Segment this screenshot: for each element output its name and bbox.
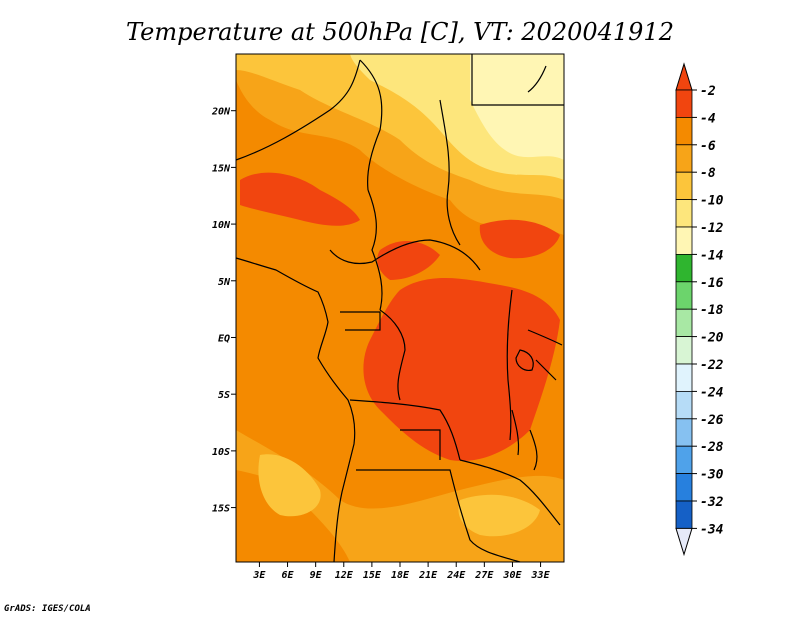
colorbar-swatch bbox=[675, 390, 693, 420]
lake-outline bbox=[511, 409, 520, 456]
y-tick-label: 15N bbox=[212, 163, 231, 174]
y-axis: 20N 15N 10N 5N EQ 5S 10S 15S bbox=[211, 107, 236, 515]
colorbar-swatch bbox=[675, 500, 693, 529]
colorbar-label: -16 bbox=[700, 276, 724, 291]
colorbar-swatch bbox=[675, 473, 693, 502]
colorbar-label: -8 bbox=[700, 166, 716, 181]
colorbar-bottom-arrow bbox=[675, 527, 693, 557]
country-border bbox=[459, 459, 561, 526]
y-tick-label: 15S bbox=[212, 504, 230, 515]
x-tick-label: 21E bbox=[418, 570, 438, 581]
country-border bbox=[471, 54, 564, 106]
chart-title: Temperature at 500hPa [C], VT: 202004191… bbox=[126, 18, 674, 46]
region-fill bbox=[458, 494, 540, 537]
colorbar-swatch bbox=[675, 226, 693, 255]
country-border bbox=[379, 309, 406, 401]
y-tick-label: EQ bbox=[218, 333, 230, 344]
region-fill bbox=[479, 219, 560, 259]
y-tick-label: 10N bbox=[212, 220, 231, 231]
colorbar-top-arrow bbox=[675, 62, 693, 91]
country-border bbox=[527, 329, 563, 381]
colorbar-label: -2 bbox=[700, 84, 716, 99]
x-tick-label: 12E bbox=[335, 570, 354, 581]
colorbar-label: -4 bbox=[700, 111, 716, 126]
grads-credit: GrADS: IGES/COLA bbox=[4, 604, 91, 614]
x-tick-label: 30E bbox=[502, 570, 522, 581]
colorbar-label: -30 bbox=[700, 468, 724, 483]
lake-outline bbox=[515, 349, 534, 371]
country-border bbox=[329, 239, 481, 271]
colorbar-swatch bbox=[675, 117, 693, 146]
colorbar-label: -32 bbox=[700, 495, 724, 510]
country-border bbox=[356, 469, 521, 563]
colorbar-label: -28 bbox=[700, 440, 724, 455]
x-tick-label: 15E bbox=[363, 570, 382, 581]
x-tick-label: 9E bbox=[310, 570, 323, 581]
colorbar-label: -22 bbox=[700, 358, 724, 373]
y-tick-label: 10S bbox=[212, 447, 230, 458]
y-tick-label: 5S bbox=[218, 390, 230, 401]
region-fill bbox=[258, 454, 321, 517]
colorbar-label: -6 bbox=[700, 139, 716, 154]
region-fill bbox=[240, 172, 360, 226]
colorbar: -2 -4 -6 -8 -10 -12 -14 -16 -18 -20 -22 -24 -26 -28 -3… bbox=[675, 62, 724, 557]
region-fill bbox=[236, 150, 564, 300]
x-tick-label: 33E bbox=[531, 570, 551, 581]
colorbar-swatch bbox=[675, 363, 693, 392]
x-tick-label: 27E bbox=[474, 570, 494, 581]
colorbar-swatch bbox=[675, 171, 693, 200]
colorbar-swatch bbox=[675, 445, 693, 475]
colorbar-swatch bbox=[675, 281, 693, 310]
colorbar-swatch bbox=[675, 89, 693, 118]
coastline bbox=[235, 257, 356, 563]
colorbar-swatch bbox=[675, 199, 693, 228]
colorbar-label: -24 bbox=[700, 385, 724, 400]
colorbar-label: -26 bbox=[700, 413, 724, 428]
colorbar-swatch bbox=[675, 253, 693, 283]
colorbar-label: -34 bbox=[700, 522, 724, 537]
x-tick-label: 18E bbox=[391, 570, 410, 581]
lake-outline bbox=[529, 429, 538, 471]
region-fill bbox=[377, 240, 440, 280]
colorbar-label: -14 bbox=[700, 248, 724, 263]
y-tick-label: 5N bbox=[218, 277, 231, 288]
colorbar-label: -20 bbox=[700, 331, 724, 346]
y-tick-label: 20N bbox=[211, 107, 231, 118]
x-tick-label: 3E bbox=[252, 570, 266, 581]
region-fill bbox=[470, 54, 564, 160]
colorbar-swatch bbox=[675, 336, 693, 365]
colorbar-label: -18 bbox=[700, 303, 724, 318]
x-axis: 3E 6E 9E 12E 15E 18E 21E 24E 27E 30E 33E bbox=[252, 562, 551, 581]
country-border bbox=[349, 399, 461, 461]
country-border bbox=[400, 429, 441, 460]
x-tick-label: 24E bbox=[446, 570, 466, 581]
map-panel bbox=[235, 53, 565, 563]
country-border bbox=[506, 289, 513, 441]
colorbar-swatch bbox=[675, 144, 693, 173]
x-tick-label: 6E bbox=[282, 570, 295, 581]
colorbar-swatch bbox=[675, 308, 693, 338]
country-borders bbox=[235, 54, 564, 563]
country-border bbox=[340, 311, 381, 331]
colorbar-label: -10 bbox=[700, 194, 724, 209]
country-border bbox=[439, 99, 461, 246]
coastline bbox=[527, 65, 547, 93]
country-border bbox=[359, 59, 383, 191]
country-border bbox=[235, 59, 361, 161]
colorbar-swatch bbox=[675, 418, 693, 447]
colorbar-label: -12 bbox=[700, 221, 724, 236]
country-border bbox=[367, 189, 383, 311]
